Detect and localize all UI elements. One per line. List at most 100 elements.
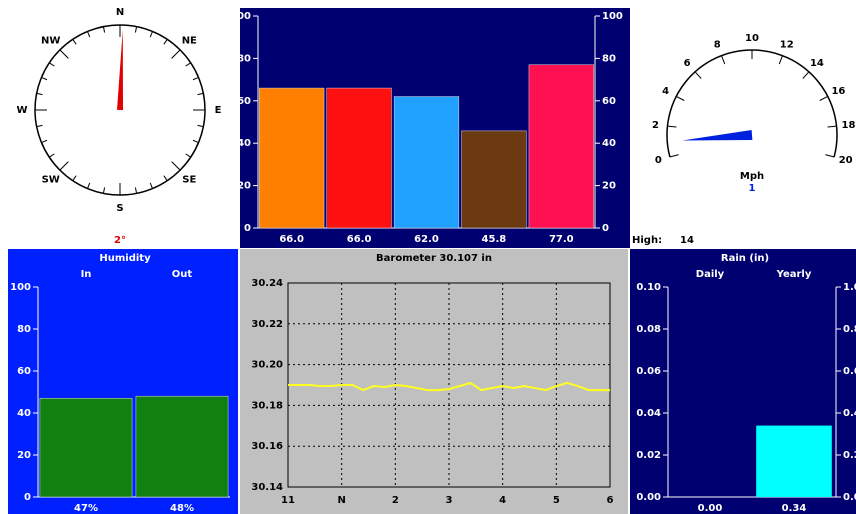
compass-label: NE bbox=[182, 36, 197, 47]
compass-tick bbox=[134, 26, 138, 33]
y-tick-label: 20 bbox=[237, 181, 251, 192]
bar bbox=[528, 64, 594, 229]
y-tick-label: 0.06 bbox=[636, 366, 661, 377]
compass-tick bbox=[192, 77, 199, 81]
value-label: 45.8 bbox=[482, 234, 507, 245]
gauge-tick bbox=[778, 55, 783, 65]
y-tick-label: 40 bbox=[602, 138, 616, 149]
compass-label: N bbox=[116, 7, 124, 18]
compass-tick bbox=[59, 161, 69, 171]
gauge-tick-label: 18 bbox=[842, 120, 856, 131]
compass-tick bbox=[36, 124, 43, 128]
compass-label: NW bbox=[41, 36, 60, 47]
gauge-tick bbox=[676, 95, 685, 101]
y-tick-label: 0.10 bbox=[636, 282, 661, 293]
gauge-unit: Mph bbox=[740, 171, 764, 182]
compass-tick bbox=[185, 153, 191, 158]
gauge-tick bbox=[825, 154, 835, 158]
compass-tick bbox=[87, 182, 91, 189]
gauge-tick bbox=[827, 125, 837, 128]
compass-tick bbox=[72, 39, 77, 45]
compass-tick bbox=[163, 39, 168, 45]
gauge-tick-label: 8 bbox=[714, 39, 721, 50]
high-label: High: bbox=[632, 235, 662, 246]
value-label: 62.0 bbox=[414, 234, 439, 245]
gauge-tick-label: 6 bbox=[684, 58, 691, 69]
gauge-tick-label: 0 bbox=[655, 155, 662, 166]
compass-label: W bbox=[16, 105, 27, 116]
compass-tick bbox=[171, 49, 181, 59]
y-tick-label: 0.04 bbox=[636, 408, 661, 419]
y-tick-label: 0.2 bbox=[843, 450, 856, 461]
y-tick-label: 0.4 bbox=[843, 408, 856, 419]
y-tick-label: 60 bbox=[17, 366, 31, 377]
compass-tick bbox=[36, 92, 43, 96]
wind-direction: 2° bbox=[114, 235, 126, 246]
y-tick-label: 0.08 bbox=[636, 324, 661, 335]
y-tick-label: 0.00 bbox=[636, 492, 661, 503]
compass-tick bbox=[163, 175, 168, 181]
bar bbox=[259, 87, 325, 229]
compass-tick bbox=[102, 187, 106, 194]
y-tick-label: 30.18 bbox=[251, 400, 283, 411]
value-label: 66.0 bbox=[347, 234, 372, 245]
y-tick-label: 80 bbox=[17, 324, 31, 335]
x-tick-label: 5 bbox=[553, 495, 560, 506]
panel-background bbox=[240, 249, 628, 514]
gauge-tick-label: 4 bbox=[662, 86, 669, 97]
y-tick-label: 80 bbox=[237, 53, 251, 64]
compass-label: E bbox=[215, 105, 222, 116]
x-tick-label: 4 bbox=[499, 495, 506, 506]
y-tick-label: 80 bbox=[602, 53, 616, 64]
x-tick-label: N bbox=[337, 495, 345, 506]
category-label: In bbox=[81, 269, 92, 280]
y-tick-label: 60 bbox=[602, 96, 616, 107]
y-tick-label: 0.8 bbox=[843, 324, 856, 335]
series-name: Yearly bbox=[776, 269, 812, 280]
value-label: 0.00 bbox=[698, 503, 723, 514]
y-tick-label: 20 bbox=[602, 181, 616, 192]
y-tick-label: 60 bbox=[237, 96, 251, 107]
gauge-value: 1 bbox=[749, 183, 756, 194]
gauge-tick-label: 16 bbox=[831, 86, 845, 97]
compass-tick bbox=[87, 31, 91, 38]
compass-tick bbox=[197, 124, 204, 128]
gauge-tick-label: 2 bbox=[652, 120, 659, 131]
gauge-tick-label: 12 bbox=[780, 39, 794, 50]
gauge-tick bbox=[667, 125, 677, 128]
panel-title: Barometer 30.107 in bbox=[376, 253, 492, 264]
pressure-line bbox=[288, 381, 610, 392]
y-tick-label: 30.24 bbox=[251, 278, 283, 289]
x-tick-label: 11 bbox=[281, 495, 295, 506]
compass-tick bbox=[149, 31, 153, 38]
y-tick-label: 30.20 bbox=[251, 360, 283, 371]
compass-needle bbox=[117, 30, 123, 111]
high-value: 14 bbox=[680, 235, 694, 246]
y-tick-label: 100 bbox=[602, 11, 623, 22]
gauge-pointer bbox=[682, 130, 753, 141]
x-tick-label: 3 bbox=[446, 495, 453, 506]
compass-label: SE bbox=[182, 174, 196, 185]
compass-tick bbox=[59, 49, 69, 59]
y-tick-label: 0.6 bbox=[843, 366, 856, 377]
gauge-tick bbox=[802, 71, 810, 79]
x-tick-label: 6 bbox=[607, 495, 614, 506]
compass-tick bbox=[149, 182, 153, 189]
y-tick-label: 30.22 bbox=[251, 319, 283, 330]
compass-tick bbox=[72, 175, 77, 181]
y-tick-label: 0 bbox=[24, 492, 31, 503]
y-tick-label: 100 bbox=[230, 11, 251, 22]
compass-tick bbox=[171, 161, 181, 171]
y-tick-label: 0 bbox=[602, 223, 609, 234]
series-name: Daily bbox=[696, 269, 725, 280]
gauge-tick-label: 10 bbox=[745, 33, 759, 44]
value-label: 77.0 bbox=[549, 234, 574, 245]
compass-label: S bbox=[116, 203, 123, 214]
panel-title: Humidity bbox=[99, 253, 151, 264]
compass-tick bbox=[49, 62, 55, 67]
bar bbox=[39, 398, 133, 498]
compass-tick bbox=[41, 139, 48, 143]
compass-tick bbox=[192, 139, 199, 143]
compass-label: SW bbox=[42, 174, 60, 185]
